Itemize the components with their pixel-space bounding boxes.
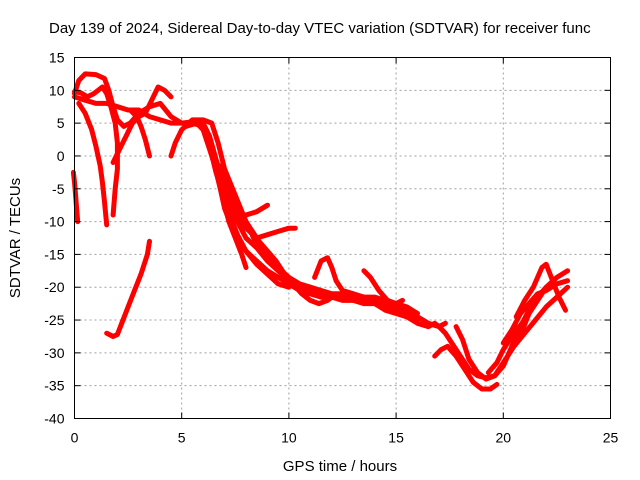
x-tick-label: 10 (281, 430, 297, 446)
y-tick-label: -5 (52, 181, 65, 197)
series-line (432, 343, 500, 392)
series-line (513, 297, 538, 346)
series-line (211, 160, 292, 290)
tick-layer: 0 5 10 15 20 25 -40 -35 -30 -25 -20 -15 -10 -5 0 5 10 15 (44, 50, 618, 446)
series-line (110, 84, 174, 165)
y-tick-label: -30 (44, 345, 64, 361)
y-axis-label: SDTVAR / TECUs (7, 178, 24, 298)
y-tick-label: -35 (44, 378, 64, 394)
x-tick-label: 15 (388, 430, 404, 446)
plot-frame (74, 57, 611, 419)
x-tick-label: 0 (71, 430, 79, 446)
y-tick-label: -25 (44, 312, 64, 328)
x-axis-label: GPS time / hours (283, 458, 397, 475)
grid-layer (74, 57, 611, 419)
y-tick-label: -10 (44, 214, 64, 230)
series-layer (70, 71, 571, 392)
series-line (200, 123, 431, 330)
series-line (76, 100, 110, 228)
x-tick-label: 25 (603, 430, 619, 446)
series-line (127, 107, 152, 159)
y-tick-label: 15 (49, 50, 65, 66)
y-tick-label: -40 (44, 411, 64, 427)
x-tick-label: 20 (496, 430, 512, 446)
series-line (217, 163, 335, 307)
y-tick-label: 10 (49, 82, 65, 98)
y-tick-label: 5 (57, 115, 65, 131)
series-line (72, 84, 120, 218)
series-line (361, 268, 405, 307)
x-tick-label: 5 (178, 430, 186, 446)
y-tick-label: 0 (57, 148, 65, 164)
series-line (513, 261, 568, 320)
y-tick-label: -15 (44, 246, 64, 262)
series-line (168, 117, 448, 330)
series-line (453, 284, 571, 382)
series-line (104, 238, 152, 339)
y-tick-label: -20 (44, 279, 64, 295)
chart-title: Day 139 of 2024, Sidereal Day-to-day VTE… (49, 20, 591, 37)
